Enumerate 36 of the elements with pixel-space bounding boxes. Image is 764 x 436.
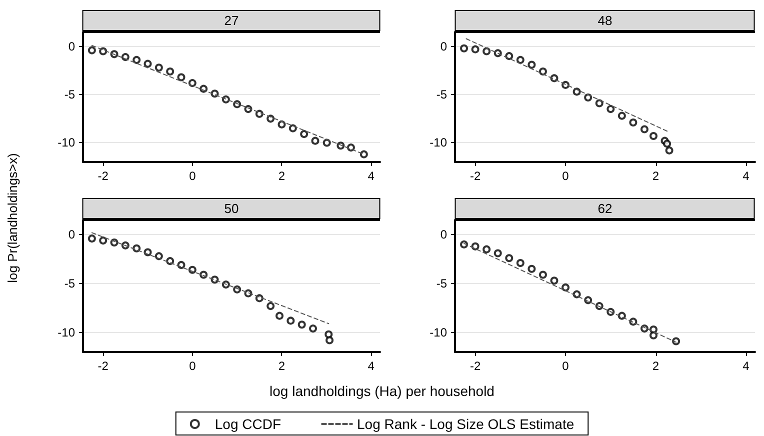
x-axis-title: log landholdings (Ha) per household: [270, 383, 494, 399]
x-tick-label: 4: [742, 169, 750, 183]
x-tick-label: 4: [368, 359, 375, 373]
legend-label: Log Rank - Log Size OLS Estimate: [357, 416, 574, 432]
x-tick-label: -2: [98, 169, 109, 183]
chart-title: 62: [598, 201, 612, 216]
y-tick-label: -5: [64, 276, 76, 291]
y-tick-label: 0: [440, 39, 448, 54]
y-tick-label: 0: [440, 228, 448, 242]
x-tick-label: 0: [562, 169, 570, 183]
y-tick-label: -5: [64, 88, 76, 102]
y-tick-label: 0: [68, 228, 76, 242]
y-tick-label: -10: [58, 325, 76, 340]
x-tick-label: 0: [189, 359, 196, 373]
x-tick-label: 2: [652, 169, 660, 183]
x-tick-label: 2: [652, 359, 660, 373]
chart-title: 27: [224, 13, 239, 28]
y-tick-label: 0: [68, 39, 76, 54]
x-tick-label: -2: [470, 169, 481, 183]
x-tick-label: 0: [562, 359, 570, 373]
y-tick-label: -5: [436, 276, 448, 291]
y-tick-label: -10: [430, 325, 448, 340]
x-tick-label: 4: [742, 359, 750, 373]
legend-label: Log CCDF: [214, 416, 282, 432]
x-tick-label: -2: [98, 359, 109, 373]
y-tick-label: -10: [58, 136, 76, 150]
x-tick-label: -2: [470, 359, 481, 373]
chart-title: 50: [224, 201, 239, 216]
x-tick-label: 0: [189, 169, 196, 183]
x-tick-label: 2: [278, 359, 286, 373]
chart-title: 48: [598, 13, 612, 28]
y-axis-title: log Pr(landholdings>x): [5, 153, 20, 283]
x-tick-label: 2: [278, 169, 286, 183]
y-tick-label: -5: [436, 88, 448, 102]
x-tick-label: 4: [368, 169, 375, 183]
y-tick-label: -10: [430, 136, 448, 150]
